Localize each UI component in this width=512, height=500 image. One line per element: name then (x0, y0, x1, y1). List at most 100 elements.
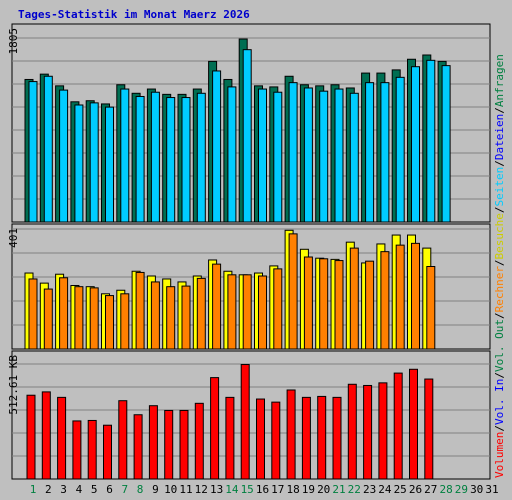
bar-rechner-day-15 (242, 274, 252, 350)
bar-dateien-day-14 (227, 86, 237, 223)
x-tick-day-10: 10 (164, 483, 177, 496)
bar-volumen-day-22 (347, 383, 357, 480)
panel-bottom: 512.61 KB (7, 350, 491, 480)
x-tick-day-31: 31 (485, 483, 498, 496)
x-axis-labels: 1 2 3 4 5 6 7 8 9 10 11 12 13 14 15 16 17 18 19 20 21 22 23 24 2… (30, 483, 499, 496)
x-tick-day-27: 27 (424, 483, 437, 496)
bar-dateien-day-20 (319, 90, 329, 223)
bar-dateien-day-9 (150, 91, 160, 223)
chart-panels: 1805 401 512.61 KB (7, 23, 491, 480)
bar-dateien-day-17 (273, 91, 283, 223)
bar-rechner-day-23 (365, 260, 375, 350)
right-label-besuche: Besuche (493, 213, 506, 259)
x-tick-day-13: 13 (210, 483, 223, 496)
bar-dateien-day-3 (59, 89, 69, 223)
bar-dateien-day-22 (349, 92, 359, 223)
bar-dateien-day-13 (212, 70, 222, 223)
y-max-label: 1805 (7, 28, 20, 55)
bar-rechner-day-7 (120, 293, 130, 350)
x-tick-day-11: 11 (179, 483, 192, 496)
bar-rechner-day-18 (288, 233, 298, 350)
bar-rechner-day-4 (74, 286, 84, 350)
x-tick-day-19: 19 (302, 483, 315, 496)
bar-rechner-day-11 (181, 285, 191, 350)
bar-volumen-day-12 (194, 402, 204, 480)
y-max-label: 401 (7, 228, 20, 248)
bar-volumen-day-7 (118, 400, 128, 480)
bar-volumen-day-23 (363, 384, 373, 480)
bar-rechner-day-13 (212, 263, 222, 350)
bar-rechner-day-5 (89, 287, 99, 350)
bar-rechner-day-9 (150, 281, 160, 350)
bar-dateien-day-10 (166, 97, 176, 223)
bar-rechner-day-1 (28, 278, 38, 350)
bar-volumen-day-20 (317, 395, 327, 480)
bar-rechner-day-10 (166, 286, 176, 350)
bar-volumen-day-9 (148, 405, 158, 480)
x-tick-day-28: 28 (439, 483, 452, 496)
x-tick-day-2: 2 (45, 483, 52, 496)
right-label-vol_in: Vol. In (493, 379, 506, 425)
x-tick-day-9: 9 (152, 483, 159, 496)
right-label-vol_out: Vol. Out (493, 319, 506, 372)
right-label-volumen: Volumen (493, 432, 506, 478)
x-tick-day-23: 23 (363, 483, 376, 496)
bar-volumen-day-24 (378, 382, 388, 480)
bar-rechner-day-24 (380, 251, 390, 350)
bar-rechner-day-3 (59, 277, 69, 350)
bar-dateien-day-12 (196, 92, 206, 223)
bar-rechner-day-14 (227, 274, 237, 350)
bar-dateien-day-24 (380, 82, 390, 223)
x-tick-day-20: 20 (317, 483, 330, 496)
bar-dateien-day-1 (28, 81, 38, 223)
x-tick-day-6: 6 (106, 483, 113, 496)
bar-dateien-day-28 (441, 65, 451, 223)
bar-rechner-day-6 (105, 295, 114, 350)
bar-volumen-day-27 (424, 378, 434, 480)
bar-volumen-day-1 (26, 394, 36, 480)
bar-dateien-day-2 (43, 75, 53, 223)
bar-volumen-day-26 (409, 368, 418, 480)
bar-rechner-day-22 (349, 247, 359, 350)
bar-rechner-day-2 (43, 288, 53, 350)
bar-dateien-day-6 (105, 106, 114, 223)
x-tick-day-4: 4 (76, 483, 83, 496)
bar-volumen-day-18 (286, 389, 296, 480)
x-tick-day-8: 8 (137, 483, 144, 496)
bar-dateien-day-19 (303, 87, 313, 223)
right-label-sep: / (493, 312, 506, 319)
bar-rechner-day-20 (319, 258, 329, 350)
bar-dateien-day-11 (181, 97, 191, 223)
bar-rechner-day-26 (411, 242, 420, 350)
right-label-sep: / (493, 372, 506, 379)
bar-volumen-day-3 (57, 396, 67, 480)
bar-rechner-day-25 (395, 244, 405, 350)
bar-dateien-day-21 (334, 88, 344, 223)
right-label-anfragen: Anfragen (493, 54, 506, 107)
bar-rechner-day-17 (273, 268, 283, 350)
bar-dateien-day-27 (426, 59, 436, 223)
x-tick-day-21: 21 (332, 483, 345, 496)
x-tick-day-26: 26 (409, 483, 422, 496)
bar-rechner-day-8 (135, 271, 145, 350)
x-tick-day-30: 30 (470, 483, 483, 496)
right-label-dateien: Dateien (493, 114, 506, 160)
x-tick-day-7: 7 (121, 483, 128, 496)
right-label-sep: / (493, 259, 506, 266)
bar-volumen-day-5 (87, 419, 97, 480)
x-tick-day-5: 5 (91, 483, 98, 496)
panel-middle: 401 (7, 223, 491, 350)
x-tick-day-29: 29 (455, 483, 468, 496)
panel-top: 1805 (7, 23, 491, 223)
panel-frame (11, 350, 491, 480)
chart-title: Tages-Statistik im Monat Maerz 2026 (18, 8, 250, 21)
bar-volumen-day-17 (271, 401, 281, 480)
bar-volumen-day-10 (164, 409, 174, 480)
bar-volumen-day-2 (41, 391, 51, 480)
y-max-label: 512.61 KB (7, 355, 20, 415)
bar-volumen-day-13 (210, 377, 220, 480)
bar-volumen-day-14 (225, 396, 235, 480)
bar-rechner-day-27 (426, 266, 436, 350)
